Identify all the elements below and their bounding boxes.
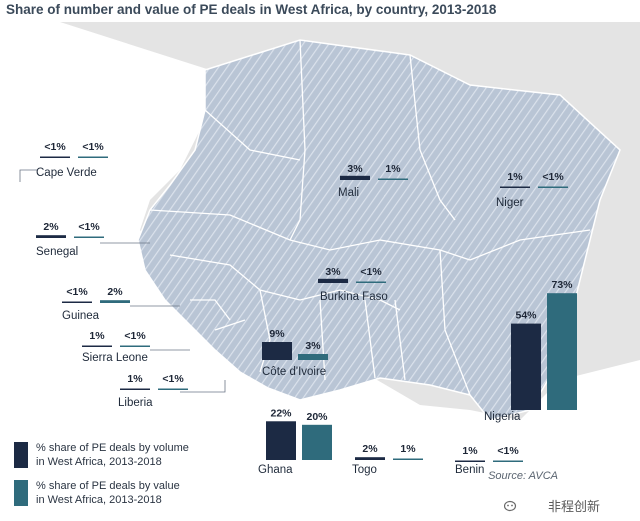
sierra-leone-value-label: <1% xyxy=(124,330,146,342)
senegal-country-name: Senegal xyxy=(36,246,78,258)
cape-verde-volume-bar xyxy=(40,156,70,158)
niger-country-name: Niger xyxy=(496,197,524,209)
togo-volume-bar xyxy=(355,457,385,460)
liberia-volume-bar xyxy=(120,388,150,390)
legend-swatch-volume xyxy=(14,442,28,468)
liberia-volume-label: 1% xyxy=(127,373,143,385)
burkina-faso-value-bar xyxy=(356,281,386,283)
mali-country-name: Mali xyxy=(338,187,359,199)
benin-country-name: Benin xyxy=(455,464,484,476)
burkina-faso-volume-bar xyxy=(318,278,348,283)
mali-value-bar xyxy=(378,178,408,180)
c-te-d-ivoire-value-bar xyxy=(298,354,328,360)
ghana-country-name: Ghana xyxy=(258,464,293,476)
nigeria-volume-label: 54% xyxy=(515,310,537,322)
west-africa-region xyxy=(137,39,621,421)
togo-volume-label: 2% xyxy=(362,443,378,455)
cape-verde-value-bar xyxy=(78,156,108,158)
ghana-value-label: 20% xyxy=(306,411,328,423)
benin-volume-label: 1% xyxy=(462,445,478,457)
mali-value-label: 1% xyxy=(385,163,401,175)
country-annotations: <1% <1% Cape Verde 3% 1% Mali 1% <1% Niger 2% <1% S… xyxy=(19,141,577,476)
nigeria-value-bar xyxy=(547,293,577,410)
sierra-leone-volume-label: 1% xyxy=(89,330,105,342)
liberia-leader-line xyxy=(180,380,226,393)
guinea-country-name: Guinea xyxy=(62,310,100,322)
cape-verde-country-name: Cape Verde xyxy=(36,167,97,179)
burkina-faso-value-label: <1% xyxy=(360,266,382,278)
togo-value-label: 1% xyxy=(400,443,416,455)
legend-swatch-value xyxy=(14,480,28,506)
senegal-volume-bar xyxy=(36,235,66,238)
legend-value-line2: in West Africa, 2013-2018 xyxy=(36,494,162,506)
ghana-volume-label: 22% xyxy=(270,407,292,419)
legend-item-value: % share of PE deals by value in West Afr… xyxy=(14,479,229,509)
legend-volume-line2: in West Africa, 2013-2018 xyxy=(36,456,162,468)
burkina-faso-country-name: Burkina Faso xyxy=(320,291,388,303)
c-te-d-ivoire-volume-label: 9% xyxy=(269,328,285,340)
togo-country-name: Togo xyxy=(352,464,377,476)
legend-item-volume: % share of PE deals by volume in West Af… xyxy=(14,441,229,471)
burkina-faso-volume-label: 3% xyxy=(325,266,341,278)
nigeria-volume-bar xyxy=(511,323,541,410)
sierra-leone-country-name: Sierra Leone xyxy=(82,352,148,364)
liberia-country-name: Liberia xyxy=(118,397,153,409)
mali-volume-bar xyxy=(340,175,370,180)
liberia-value-bar xyxy=(158,388,188,390)
nigeria-country-name: Nigeria xyxy=(484,411,521,423)
senegal-value-bar xyxy=(74,236,104,238)
senegal-value-label: <1% xyxy=(78,221,100,233)
country-borders xyxy=(149,39,591,396)
legend-volume-line1: % share of PE deals by volume xyxy=(36,442,189,454)
guinea-volume-label: <1% xyxy=(66,286,88,298)
c-te-d-ivoire-country-name: Côte d'Ivoire xyxy=(262,366,326,378)
sierra-leone-volume-bar xyxy=(82,345,112,347)
niger-value-bar xyxy=(538,186,568,188)
mali-volume-label: 3% xyxy=(347,163,363,175)
senegal-volume-label: 2% xyxy=(43,221,59,233)
sierra-leone-value-bar xyxy=(120,345,150,347)
chart-title: Share of number and value of PE deals in… xyxy=(6,2,497,17)
watermark: 非程创新 xyxy=(547,500,600,515)
niger-volume-bar xyxy=(500,186,530,188)
cape-verde-value-label: <1% xyxy=(82,141,104,153)
ghana-volume-bar xyxy=(266,421,296,460)
liberia-value-label: <1% xyxy=(162,373,184,385)
togo-value-bar xyxy=(393,458,423,460)
benin-value-bar xyxy=(493,460,523,462)
guinea-value-bar xyxy=(100,300,130,303)
ghana-value-bar xyxy=(302,424,332,460)
niger-value-label: <1% xyxy=(542,171,564,183)
cape-verde-leader-line xyxy=(19,169,38,182)
wechat-icon xyxy=(504,500,517,512)
cape-verde-volume-label: <1% xyxy=(44,141,66,153)
benin-value-label: <1% xyxy=(497,445,519,457)
c-te-d-ivoire-value-label: 3% xyxy=(305,340,321,352)
guinea-value-label: 2% xyxy=(107,286,123,298)
source-note: Source: AVCA xyxy=(488,470,558,482)
nigeria-value-label: 73% xyxy=(551,279,573,291)
guinea-volume-bar xyxy=(62,301,92,303)
c-te-d-ivoire-volume-bar xyxy=(262,342,292,360)
niger-volume-label: 1% xyxy=(507,171,523,183)
legend-value-line1: % share of PE deals by value xyxy=(36,480,180,492)
benin-volume-bar xyxy=(455,460,485,462)
